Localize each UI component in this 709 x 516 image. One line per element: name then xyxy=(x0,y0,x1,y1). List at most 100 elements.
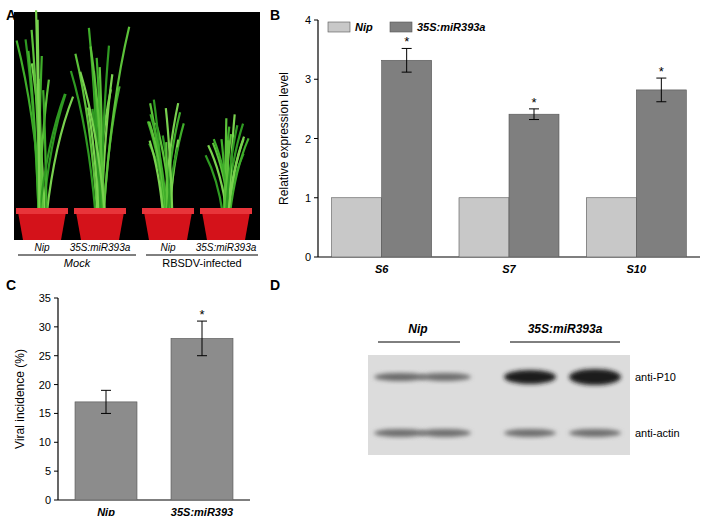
y-tick xyxy=(54,413,58,414)
leaf xyxy=(164,103,178,214)
y-tick xyxy=(314,257,318,258)
lane-label: 35S:miR393a xyxy=(196,242,257,253)
leaf xyxy=(206,155,223,214)
bar xyxy=(382,60,432,257)
band xyxy=(374,429,426,437)
pot xyxy=(144,212,192,240)
membrane xyxy=(368,355,630,455)
canvas: ABCDNip35S:miR393aNip35S:miR393aMockRBSD… xyxy=(0,0,709,516)
y-tick-label: 2 xyxy=(305,133,311,145)
leaf xyxy=(43,90,46,214)
legend-swatch xyxy=(390,22,412,32)
band xyxy=(419,429,471,437)
lane-label: 35S:miR393a xyxy=(70,242,131,253)
band xyxy=(374,373,426,381)
y-axis-label: Relative expression level xyxy=(277,72,291,205)
panel-label: C xyxy=(6,277,16,293)
y-tick-label: 35 xyxy=(39,292,51,304)
y-axis-label: Viral incidence (%) xyxy=(13,349,27,449)
pot-rim xyxy=(200,208,252,214)
blot-panel: Nip 35S:miR393a anti-P10 anti-actin xyxy=(368,322,680,455)
leaf xyxy=(71,71,96,214)
pot xyxy=(18,212,66,240)
y-tick-label: 0 xyxy=(305,251,311,263)
y-tick xyxy=(54,326,58,327)
significance: * xyxy=(199,307,204,322)
y-tick xyxy=(314,138,318,139)
y-tick-label: 5 xyxy=(45,465,51,477)
row-label: anti-actin xyxy=(635,427,680,439)
bar xyxy=(332,198,382,257)
y-tick xyxy=(54,384,58,385)
legend: Nip 35S:miR393a xyxy=(328,21,486,33)
band xyxy=(419,373,471,381)
legend-label: 35S:miR393a xyxy=(417,21,486,33)
error-bar xyxy=(656,78,666,102)
row-label: anti-P10 xyxy=(635,371,676,383)
lane-label: Nip xyxy=(34,242,49,253)
lane-label: 35S:miR393a xyxy=(528,322,603,336)
band xyxy=(569,429,621,437)
error-bar xyxy=(402,48,412,72)
error-bar xyxy=(197,321,207,356)
y-tick-label: 20 xyxy=(39,379,51,391)
lane-line xyxy=(378,342,460,343)
bars xyxy=(332,48,687,257)
y-tick-label: 15 xyxy=(39,407,51,419)
y-tick-label: 10 xyxy=(39,436,51,448)
band xyxy=(504,370,556,384)
bar xyxy=(459,198,509,257)
y-tick xyxy=(314,20,318,21)
y-tick-label: 3 xyxy=(305,73,311,85)
leaf xyxy=(166,108,172,214)
panel-label: B xyxy=(270,7,280,23)
y-tick xyxy=(54,298,58,299)
bars xyxy=(75,321,233,500)
leaf xyxy=(228,139,243,214)
lane-label: Nip xyxy=(160,242,175,253)
pot-rim xyxy=(142,208,194,214)
y-axis xyxy=(57,298,58,500)
panel-label: D xyxy=(270,277,280,293)
y-tick-label: 4 xyxy=(305,14,311,26)
group-line xyxy=(146,255,258,256)
leaf xyxy=(80,72,105,214)
chart: 05101520253035Viral incidence (%)Nip35S:… xyxy=(13,292,250,516)
y-tick-label: 0 xyxy=(45,494,51,506)
y-tick xyxy=(54,355,58,356)
leaf xyxy=(150,114,167,214)
figure: ABCDNip35S:miR393aNip35S:miR393aMockRBSD… xyxy=(0,0,709,516)
photo-panel: Nip 35S:miR393a Nip 35S:miR393a Mock RBSDV-in… xyxy=(14,10,260,269)
bar xyxy=(171,338,233,500)
leaf xyxy=(150,141,163,214)
significance: * xyxy=(659,64,664,79)
significance: * xyxy=(531,95,536,110)
significance: * xyxy=(404,34,409,49)
y-tick-label: 30 xyxy=(39,321,51,333)
y-tick-label: 1 xyxy=(305,192,311,204)
lane-line xyxy=(510,342,620,343)
leaf xyxy=(47,97,73,214)
photo-background xyxy=(14,12,260,240)
leaf xyxy=(38,20,40,214)
legend-swatch xyxy=(328,22,350,32)
x-tick-label: S7 xyxy=(502,263,516,275)
error-bar xyxy=(529,109,539,120)
pot-rim xyxy=(16,208,68,214)
x-tick-label: Nip xyxy=(97,506,115,516)
y-tick xyxy=(54,500,58,501)
y-tick xyxy=(54,442,58,443)
bar xyxy=(509,114,559,257)
pot xyxy=(202,212,250,240)
y-tick xyxy=(54,471,58,472)
x-tick-label: S10 xyxy=(627,263,647,275)
group-label: Mock xyxy=(64,257,91,269)
y-tick xyxy=(314,79,318,80)
bar xyxy=(75,402,137,500)
group-label: RBSDV-infected xyxy=(162,257,241,269)
x-tick-label: 35S:miR393 xyxy=(171,506,233,516)
chart: 01234Relative expression levelS6*S7*S10*… xyxy=(277,14,700,275)
legend-label: Nip xyxy=(355,21,373,33)
lane-label: Nip xyxy=(408,322,427,336)
leaf xyxy=(39,94,65,214)
